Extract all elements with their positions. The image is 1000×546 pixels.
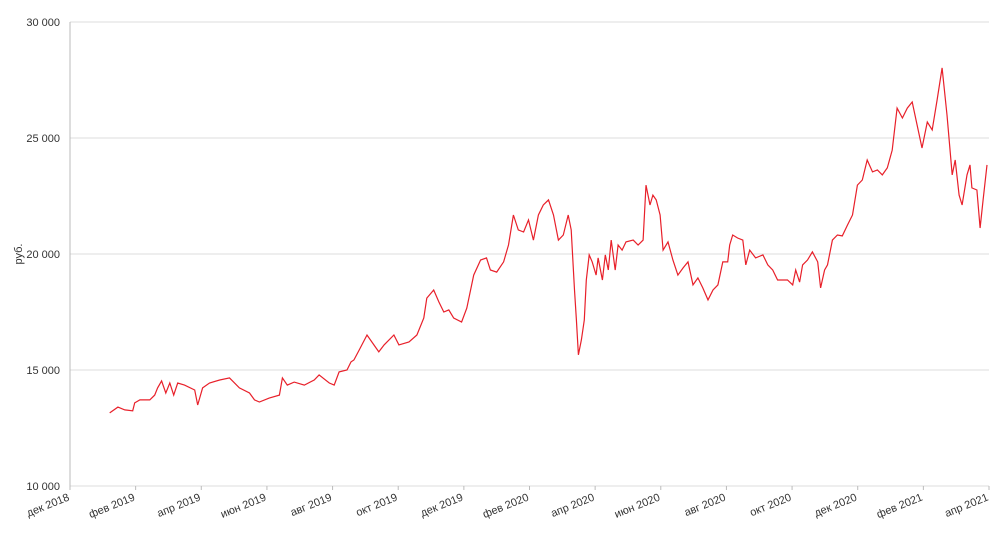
x-tick-label: дек 2019 <box>419 492 465 520</box>
x-tick-label: дек 2018 <box>25 492 71 520</box>
x-tick-label: дек 2020 <box>813 492 859 520</box>
x-tick-label: фев 2020 <box>481 492 531 521</box>
price-line <box>109 67 988 414</box>
x-tick-label: авг 2020 <box>683 492 728 519</box>
x-tick-label: фев 2021 <box>875 492 925 521</box>
x-tick-label: окт 2020 <box>748 492 793 519</box>
x-tick-label: авг 2019 <box>289 492 334 519</box>
y-tick-label: 25 000 <box>26 133 60 145</box>
y-tick-label: 20 000 <box>26 249 60 261</box>
y-tick-label: 15 000 <box>26 365 60 377</box>
x-tick-label: апр 2021 <box>943 492 990 520</box>
y-tick-label: 30 000 <box>26 17 60 29</box>
x-tick-label: окт 2019 <box>354 492 399 519</box>
y-axis-label: руб. <box>13 244 25 265</box>
x-tick-label: июн 2019 <box>219 492 268 521</box>
x-tick-label: апр 2019 <box>156 492 203 520</box>
x-tick-label: июн 2020 <box>613 492 662 521</box>
y-tick-label: 10 000 <box>26 481 60 493</box>
x-tick-label: апр 2020 <box>549 492 596 520</box>
x-tick-label: фев 2019 <box>87 492 137 521</box>
